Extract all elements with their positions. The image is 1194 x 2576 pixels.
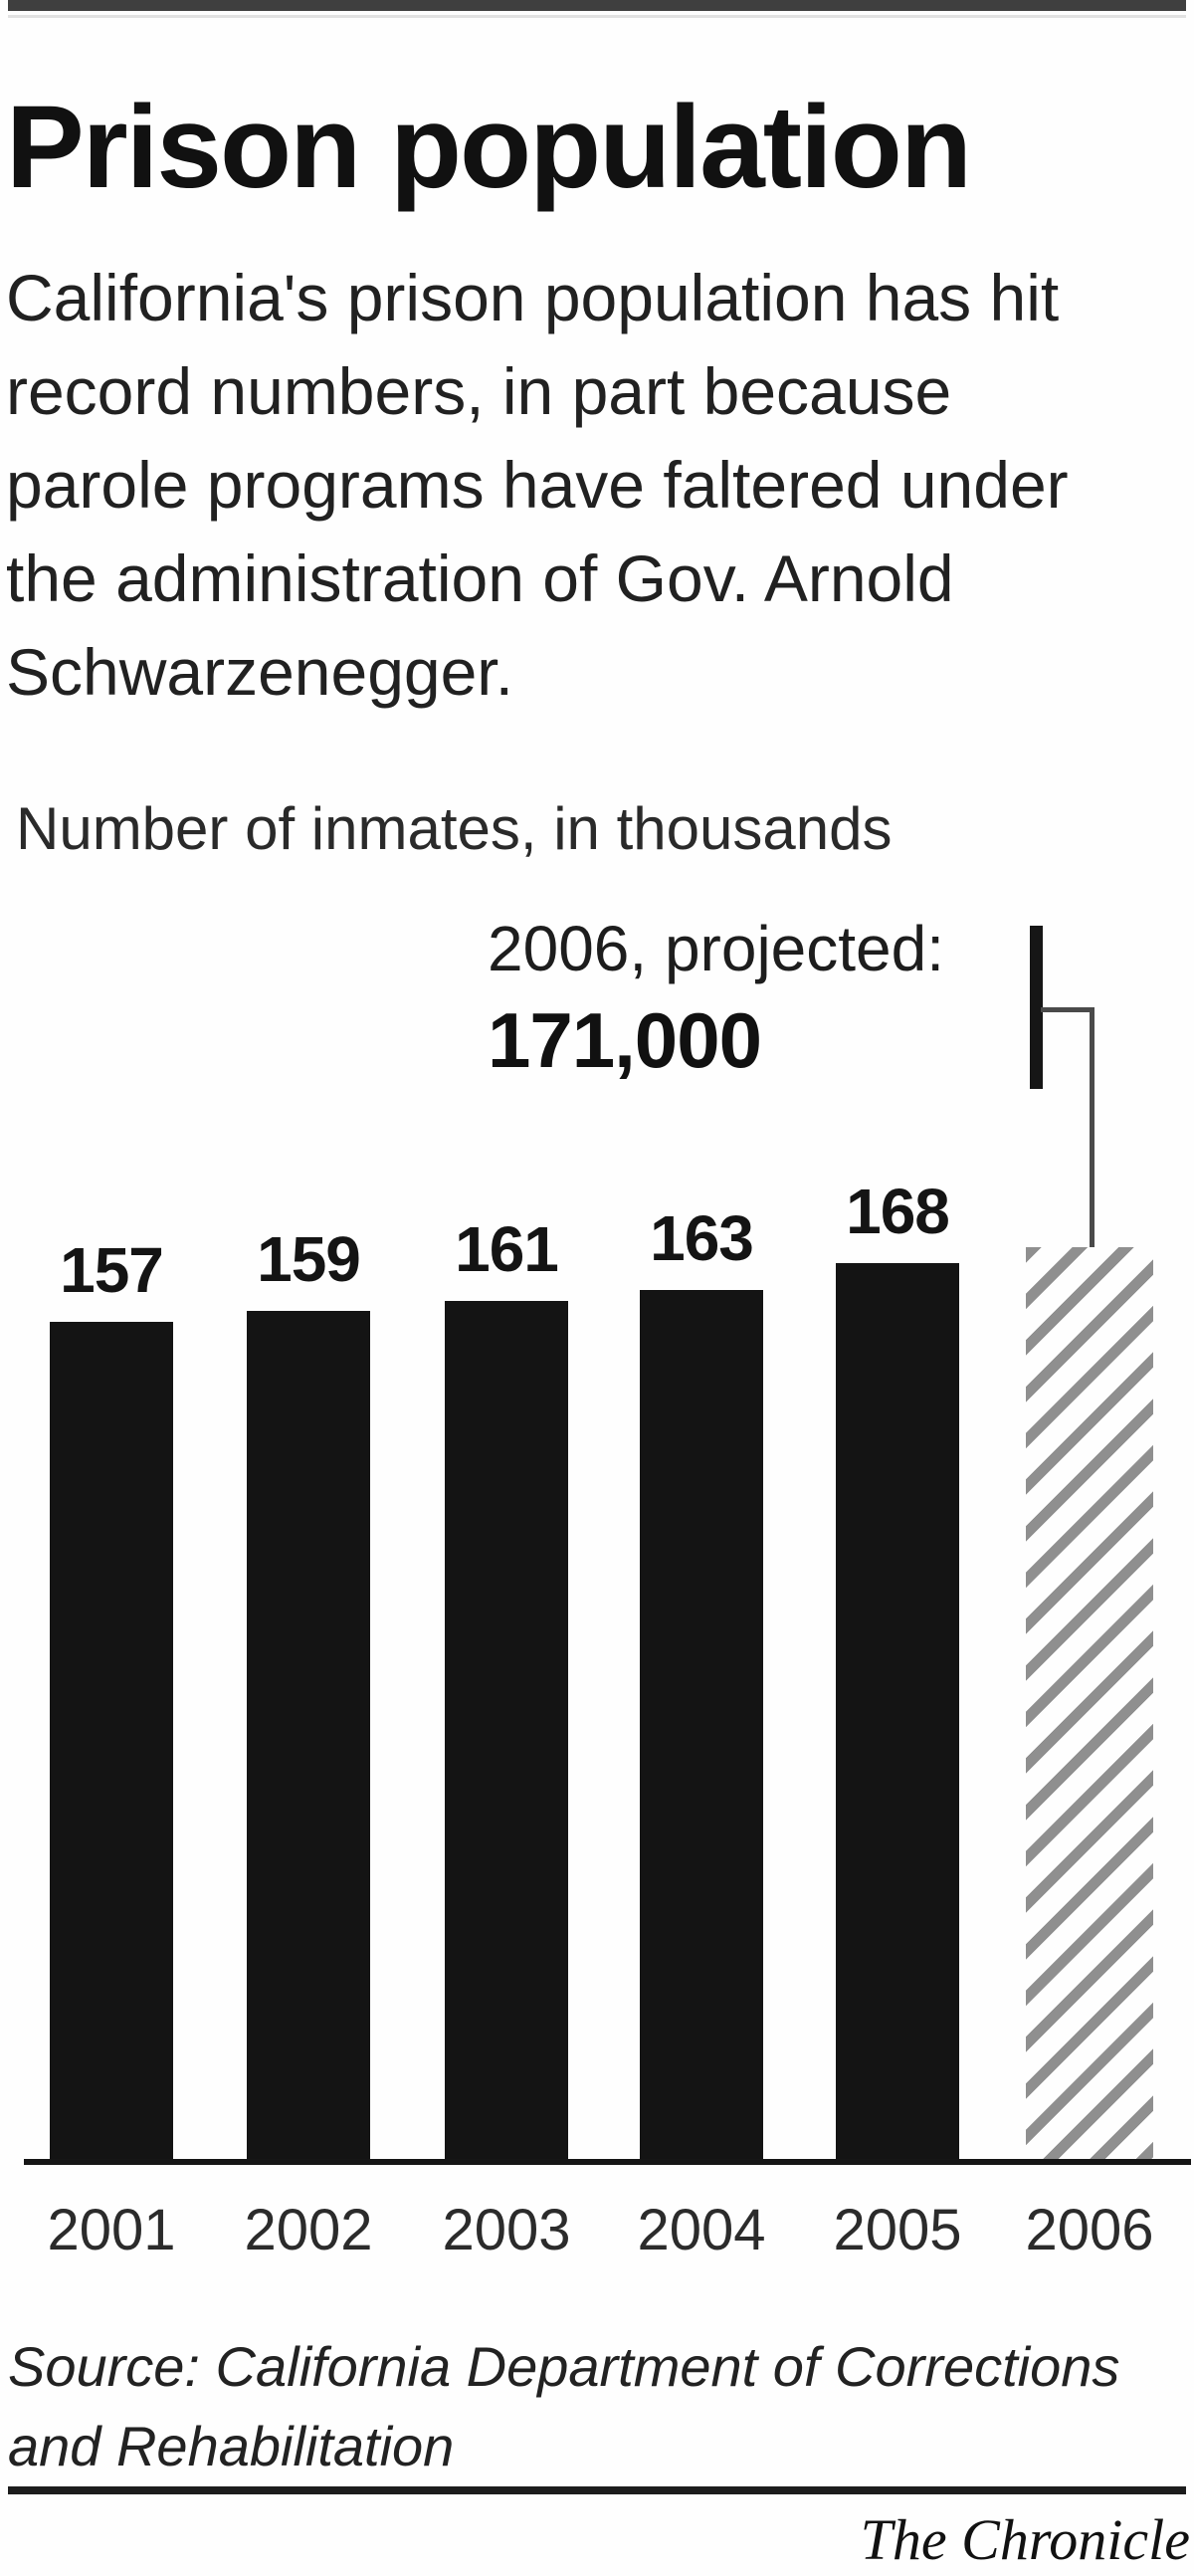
intro-line: California's prison population has hit xyxy=(6,261,1060,334)
masthead-top-bar xyxy=(8,0,1186,11)
bar-2004 xyxy=(640,1290,763,2159)
bar-2001 xyxy=(50,1322,173,2159)
projected-callout: 2006, projected: 171,000 xyxy=(488,912,1015,1086)
bar-value-label-2004: 163 xyxy=(650,1202,754,1274)
footer-rule xyxy=(8,2486,1186,2494)
bar-value-label-2003: 161 xyxy=(455,1213,559,1285)
x-axis-label-2005: 2005 xyxy=(833,2198,962,2262)
masthead-hairline xyxy=(8,15,1186,18)
source-line: Source: California Department of Correct… xyxy=(8,2335,1120,2398)
bar-value-label-2001: 157 xyxy=(60,1234,164,1306)
intro-line: parole programs have faltered under xyxy=(6,448,1069,522)
intro-line: Schwarzenegger. xyxy=(6,635,513,709)
y-axis-unit-note: Number of inmates, in thousands xyxy=(16,795,893,862)
projected-callout-value: 171,000 xyxy=(488,996,762,1084)
page-title: Prison population xyxy=(6,82,972,213)
x-axis-label-2003: 2003 xyxy=(442,2198,571,2262)
x-axis-label-2006: 2006 xyxy=(1025,2198,1154,2262)
callout-connector-vertical xyxy=(1090,1007,1094,1251)
x-axis-label-2001: 2001 xyxy=(47,2198,176,2262)
publication-credit: The Chronicle xyxy=(860,2507,1190,2572)
bar-value-label-2002: 159 xyxy=(257,1223,361,1295)
bar-2003 xyxy=(445,1301,568,2159)
bar-2006-projected xyxy=(1026,1247,1153,2159)
intro-line: record numbers, in part because xyxy=(6,354,952,428)
x-axis-baseline xyxy=(24,2159,1191,2165)
callout-connector-horizontal xyxy=(1041,1007,1094,1012)
source-attribution: Source: California Department of Correct… xyxy=(8,2327,1192,2486)
x-axis-label-2004: 2004 xyxy=(637,2198,766,2262)
bar-2005 xyxy=(836,1263,959,2159)
x-axis-label-2002: 2002 xyxy=(244,2198,373,2262)
projected-callout-label: 2006, projected: xyxy=(488,913,944,984)
bar-value-label-2005: 168 xyxy=(846,1176,950,1247)
intro-line: the administration of Gov. Arnold xyxy=(6,541,954,615)
source-line: and Rehabilitation xyxy=(8,2415,455,2477)
callout-bracket-line xyxy=(1030,926,1043,1089)
bar-2002 xyxy=(247,1311,370,2159)
intro-paragraph: California's prison population has hit r… xyxy=(6,251,1194,719)
